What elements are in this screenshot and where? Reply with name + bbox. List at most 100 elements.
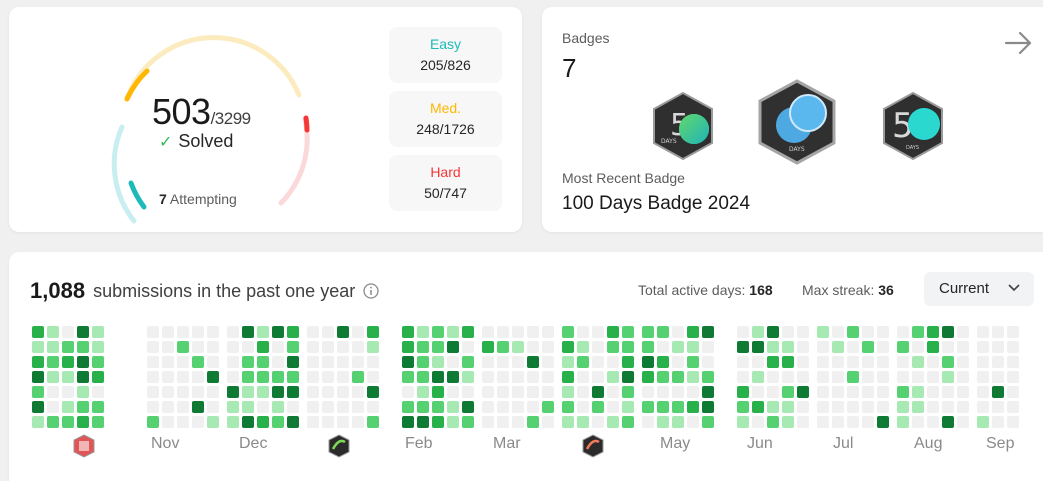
heatmap-cell[interactable] [817,356,829,368]
heatmap-cell[interactable] [47,356,59,368]
heatmap-cell[interactable] [942,386,954,398]
heatmap-cell[interactable] [942,341,954,353]
heatmap-cell[interactable] [447,401,459,413]
heatmap-cell[interactable] [992,401,1004,413]
heatmap-cell[interactable] [862,356,874,368]
heatmap-cell[interactable] [257,341,269,353]
heatmap-cell[interactable] [782,401,794,413]
heatmap-cell[interactable] [767,326,779,338]
heatmap-cell[interactable] [227,326,239,338]
heatmap-cell[interactable] [927,416,939,428]
heatmap-cell[interactable] [192,386,204,398]
heatmap-cell[interactable] [927,386,939,398]
heatmap-cell[interactable] [817,386,829,398]
heatmap-cell[interactable] [797,401,809,413]
heatmap-cell[interactable] [817,416,829,428]
heatmap-cell[interactable] [797,386,809,398]
heatmap-cell[interactable] [592,386,604,398]
heatmap-cell[interactable] [497,341,509,353]
heatmap-cell[interactable] [207,341,219,353]
heatmap-cell[interactable] [577,341,589,353]
heatmap-cell[interactable] [287,416,299,428]
heatmap-cell[interactable] [847,341,859,353]
heatmap-cell[interactable] [542,341,554,353]
heatmap-cell[interactable] [687,341,699,353]
heatmap-cell[interactable] [832,386,844,398]
heatmap-cell[interactable] [192,371,204,383]
heatmap-cell[interactable] [162,356,174,368]
heatmap-cell[interactable] [62,356,74,368]
heatmap-cell[interactable] [672,356,684,368]
heatmap-cell[interactable] [592,356,604,368]
heatmap-cell[interactable] [927,356,939,368]
heatmap-cell[interactable] [672,341,684,353]
heatmap-cell[interactable] [767,356,779,368]
heatmap-cell[interactable] [32,356,44,368]
heatmap-cell[interactable] [462,371,474,383]
heatmap-cell[interactable] [702,356,714,368]
heatmap-cell[interactable] [607,326,619,338]
heatmap-cell[interactable] [32,401,44,413]
heatmap-cell[interactable] [942,401,954,413]
heatmap-cell[interactable] [592,401,604,413]
heatmap-cell[interactable] [847,386,859,398]
heatmap-cell[interactable] [927,326,939,338]
heatmap-cell[interactable] [752,416,764,428]
heatmap-cell[interactable] [352,386,364,398]
heatmap-cell[interactable] [322,356,334,368]
heatmap-cell[interactable] [862,371,874,383]
heatmap-cell[interactable] [1007,386,1019,398]
heatmap-cell[interactable] [417,386,429,398]
heatmap-cell[interactable] [977,401,989,413]
heatmap-cell[interactable] [242,326,254,338]
heatmap-cell[interactable] [642,326,654,338]
heatmap-cell[interactable] [542,371,554,383]
heatmap-cell[interactable] [977,326,989,338]
heatmap-cell[interactable] [192,356,204,368]
heatmap-cell[interactable] [817,401,829,413]
heatmap-cell[interactable] [832,356,844,368]
heatmap-cell[interactable] [897,416,909,428]
heatmap-cell[interactable] [287,371,299,383]
heatmap-cell[interactable] [462,416,474,428]
heatmap-cell[interactable] [257,326,269,338]
heatmap-cell[interactable] [92,341,104,353]
heatmap-cell[interactable] [687,326,699,338]
heatmap-cell[interactable] [497,401,509,413]
heatmap-cell[interactable] [912,416,924,428]
heatmap-cell[interactable] [832,416,844,428]
heatmap-cell[interactable] [177,386,189,398]
heatmap-cell[interactable] [657,401,669,413]
heatmap-cell[interactable] [32,326,44,338]
heatmap-cell[interactable] [417,356,429,368]
heatmap-cell[interactable] [242,401,254,413]
heatmap-cell[interactable] [192,416,204,428]
heatmap-cell[interactable] [562,341,574,353]
heatmap-cell[interactable] [832,401,844,413]
heatmap-cell[interactable] [927,401,939,413]
heatmap-cell[interactable] [367,386,379,398]
heatmap-cell[interactable] [702,401,714,413]
heatmap-cell[interactable] [562,401,574,413]
heatmap-cell[interactable] [672,416,684,428]
heatmap-cell[interactable] [847,401,859,413]
heatmap-cell[interactable] [737,401,749,413]
heatmap-cell[interactable] [162,341,174,353]
heatmap-cell[interactable] [542,386,554,398]
heatmap-cell[interactable] [897,341,909,353]
heatmap-cell[interactable] [977,371,989,383]
heatmap-cell[interactable] [862,401,874,413]
heatmap-cell[interactable] [912,371,924,383]
heatmap-cell[interactable] [207,386,219,398]
heatmap-cell[interactable] [177,326,189,338]
heatmap-cell[interactable] [482,341,494,353]
heatmap-cell[interactable] [162,401,174,413]
heatmap-cell[interactable] [752,356,764,368]
heatmap-cell[interactable] [77,326,89,338]
heatmap-cell[interactable] [432,356,444,368]
heatmap-cell[interactable] [957,341,969,353]
heatmap-cell[interactable] [542,356,554,368]
heatmap-cell[interactable] [367,326,379,338]
heatmap-cell[interactable] [447,326,459,338]
heatmap-cell[interactable] [207,356,219,368]
